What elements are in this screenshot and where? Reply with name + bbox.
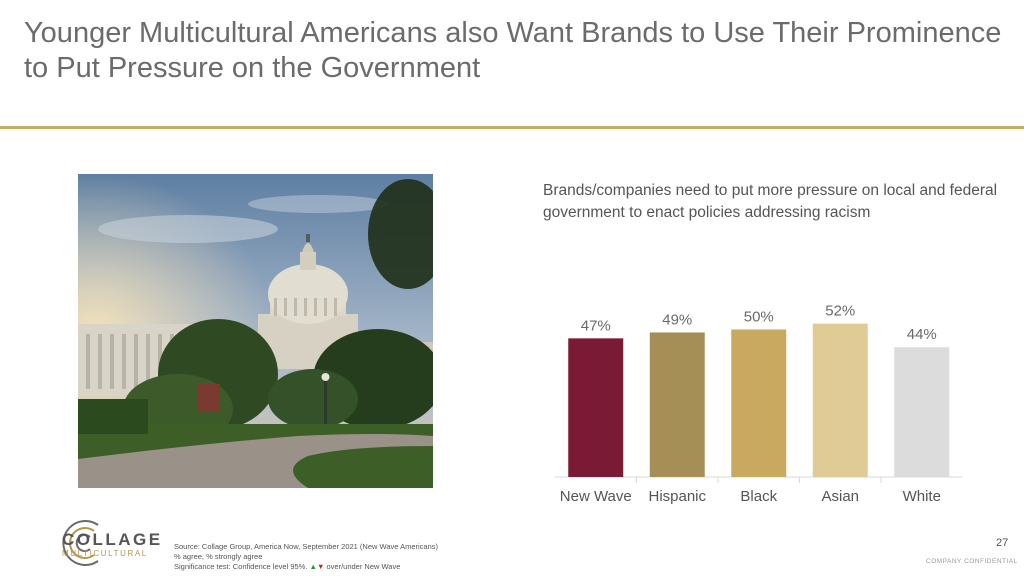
bar-white <box>894 347 950 477</box>
data-label: 50% <box>744 309 774 326</box>
bar-new-wave <box>568 338 624 477</box>
data-label: 49% <box>662 311 692 328</box>
data-label: 47% <box>581 317 611 334</box>
data-label: 52% <box>825 303 855 320</box>
category-label: Asian <box>821 488 859 505</box>
title-divider <box>0 126 1024 129</box>
up-triangle-icon: ▲ <box>309 562 317 571</box>
collage-logo-icon <box>62 520 99 566</box>
source-line-3: Significance test: Confidence level 95%.… <box>174 562 438 572</box>
source-line-1: Source: Collage Group, America Now, Sept… <box>174 542 439 551</box>
bar-hispanic <box>649 332 705 477</box>
category-label: Black <box>740 488 777 505</box>
down-triangle-icon: ▼ <box>316 562 325 571</box>
confidential-label: COMPANY CONFIDENTIAL <box>926 558 1018 565</box>
source-note: Source: Collage Group, America Now, Sept… <box>174 542 438 572</box>
chart-title: Brands/companies need to put more pressu… <box>543 182 998 221</box>
significance-suffix: over/under New Wave <box>326 562 401 571</box>
category-label: New Wave <box>560 488 632 505</box>
data-label: 44% <box>907 326 937 343</box>
bar-chart: 47% New Wave 49% Hispanic 50% Black 52% Asian 44… <box>555 303 963 505</box>
source-line-2: % agree, % strongly agree <box>174 552 263 561</box>
logo-wordmark: COLLAGE <box>62 530 163 549</box>
category-label: Hispanic <box>648 488 706 505</box>
logo-subtitle: MULTICULTURAL <box>62 549 148 558</box>
significance-prefix: Significance test: Confidence level 95%. <box>174 562 308 571</box>
category-label: White <box>903 488 941 505</box>
bar-black <box>731 329 787 477</box>
page-number: 27 <box>996 537 1009 549</box>
bar-asian <box>812 323 868 477</box>
capitol-photo <box>78 174 433 488</box>
slide-title: Younger Multicultural Americans also Wan… <box>24 17 1002 84</box>
